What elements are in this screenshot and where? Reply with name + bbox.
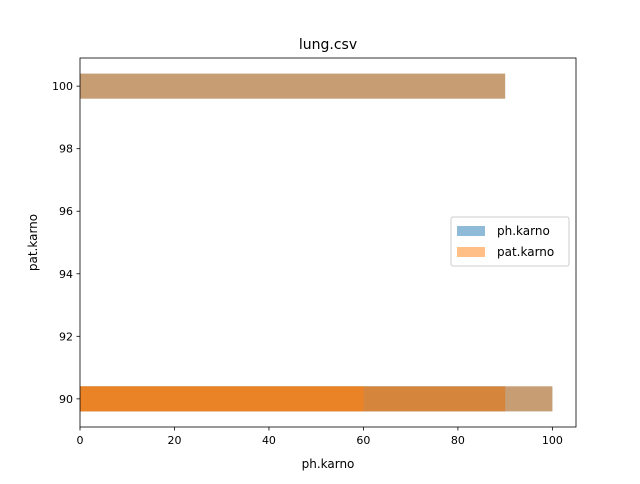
legend-swatch-pat-karno xyxy=(457,247,485,257)
bars-layer xyxy=(80,73,553,412)
y-tick-label: 98 xyxy=(59,143,73,156)
x-axis: 0 20 40 60 80 100 xyxy=(77,427,563,447)
x-tick-label: 0 xyxy=(77,434,84,447)
x-axis-label: ph.karno xyxy=(302,457,355,471)
legend-label-ph-karno: ph.karno xyxy=(497,224,550,238)
x-tick-label: 20 xyxy=(167,434,181,447)
y-tick-label: 92 xyxy=(59,330,73,343)
y-tick-label: 94 xyxy=(59,268,73,281)
y-axis-label: pat.karno xyxy=(26,214,40,271)
y-tick-label: 96 xyxy=(59,205,73,218)
x-tick-label: 40 xyxy=(262,434,276,447)
x-tick-label: 80 xyxy=(451,434,465,447)
y-axis: 90 92 94 96 98 100 xyxy=(52,80,80,406)
plot-frame xyxy=(79,57,577,428)
legend-swatch-ph-karno xyxy=(457,226,485,236)
bar-pat-karno-3 xyxy=(80,386,364,412)
legend: ph.karno pat.karno xyxy=(450,216,570,267)
x-tick-label: 60 xyxy=(356,434,370,447)
legend-label-pat-karno: pat.karno xyxy=(497,245,554,259)
y-tick-label: 90 xyxy=(59,393,73,406)
x-tick-label: 100 xyxy=(542,434,563,447)
bar-pat-karno-1 xyxy=(80,73,506,99)
y-tick-label: 100 xyxy=(52,80,73,93)
chart-title: lung.csv xyxy=(299,37,357,53)
